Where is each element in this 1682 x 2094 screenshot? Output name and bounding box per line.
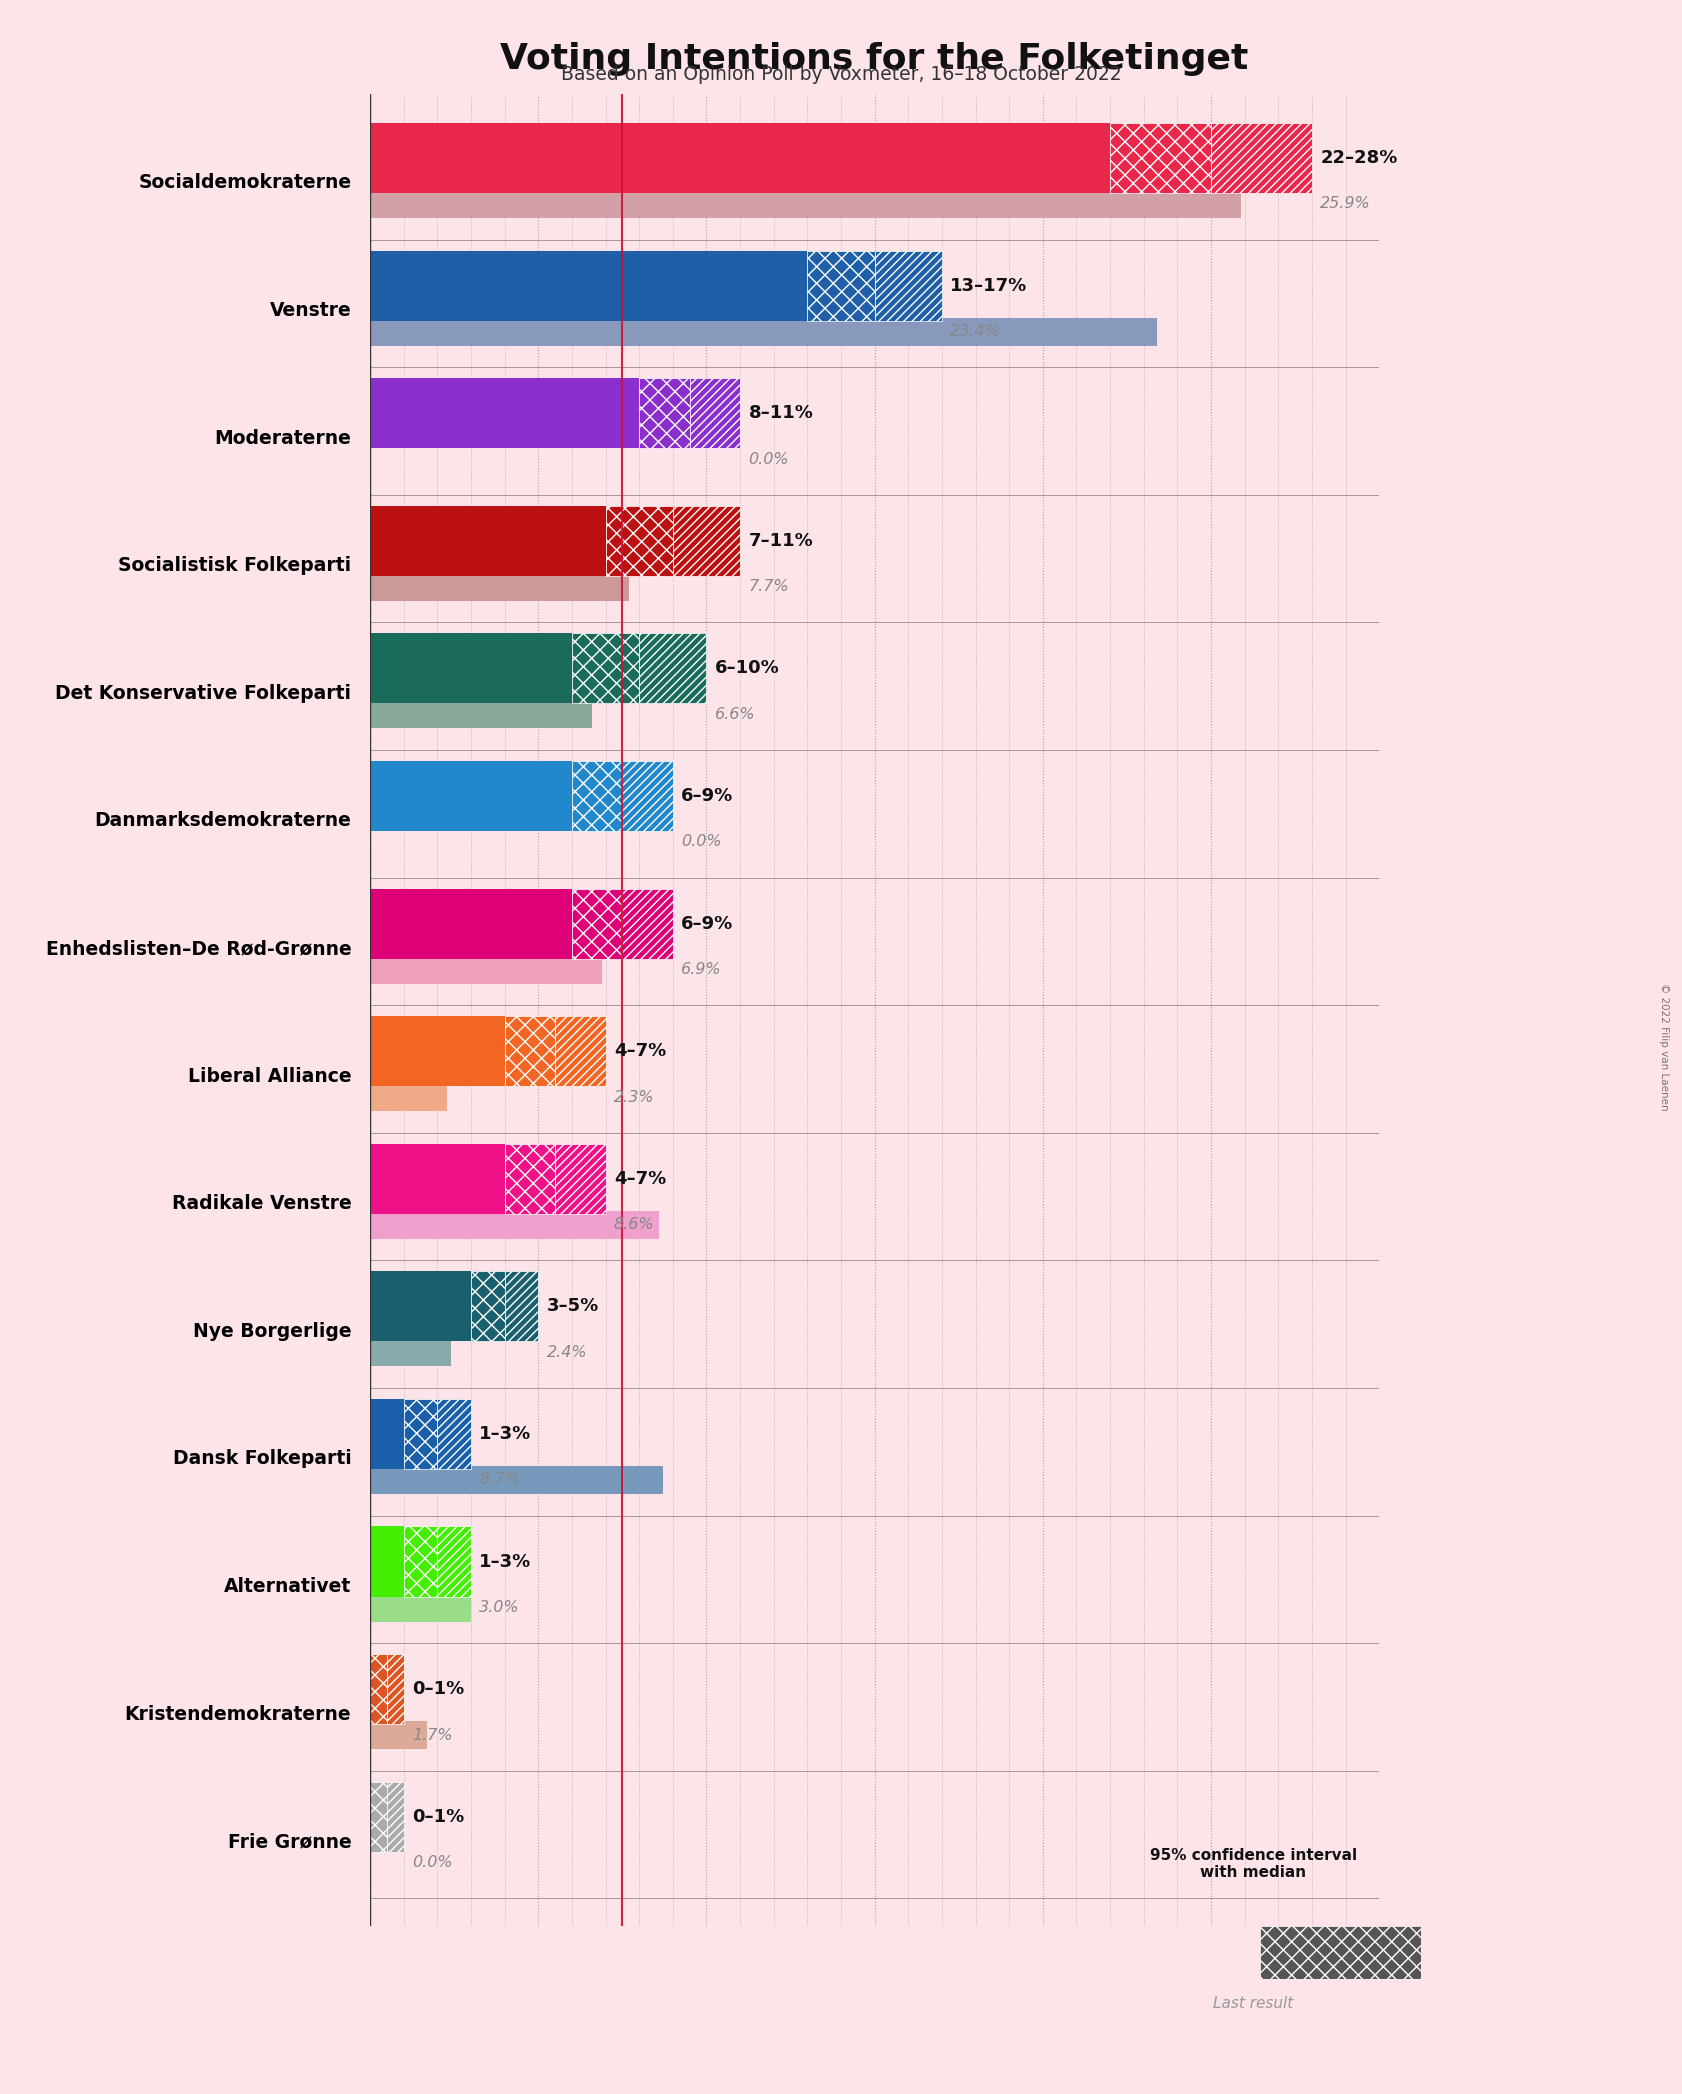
Bar <box>673 507 740 576</box>
Text: 23.4%: 23.4% <box>950 325 1001 339</box>
Bar <box>505 1016 555 1087</box>
Text: 8.6%: 8.6% <box>614 1217 654 1231</box>
Text: 1–3%: 1–3% <box>479 1426 532 1443</box>
Text: 8.7%: 8.7% <box>479 1472 520 1487</box>
Bar <box>370 1782 387 1851</box>
Bar <box>370 1210 659 1240</box>
Bar <box>505 1143 555 1215</box>
Bar <box>471 1271 505 1342</box>
Bar <box>370 699 592 729</box>
Bar <box>437 1399 471 1470</box>
Text: 3–5%: 3–5% <box>547 1298 599 1315</box>
Bar <box>370 1466 663 1493</box>
Text: 2.4%: 2.4% <box>547 1344 587 1359</box>
Text: 13–17%: 13–17% <box>950 276 1028 295</box>
Text: 95% confidence interval
with median: 95% confidence interval with median <box>1149 1849 1357 1880</box>
Bar <box>404 1527 437 1596</box>
Text: 1–3%: 1–3% <box>479 1552 532 1570</box>
Bar <box>370 1399 404 1470</box>
Text: 0.0%: 0.0% <box>412 1855 452 1870</box>
Bar <box>572 632 639 704</box>
Text: 0–1%: 0–1% <box>412 1679 464 1698</box>
Bar <box>555 1016 606 1087</box>
Bar <box>370 1083 447 1112</box>
Text: 6–9%: 6–9% <box>681 915 733 932</box>
Text: 4–7%: 4–7% <box>614 1171 666 1187</box>
Text: 6.6%: 6.6% <box>715 708 755 722</box>
Bar <box>370 632 572 704</box>
Bar <box>370 124 1110 193</box>
Text: 6–9%: 6–9% <box>681 787 733 804</box>
Text: © 2022 Filip van Laenen: © 2022 Filip van Laenen <box>1658 984 1669 1110</box>
Bar <box>370 507 606 576</box>
Bar <box>370 1143 505 1215</box>
Bar <box>370 251 807 320</box>
Text: 25.9%: 25.9% <box>1320 197 1371 211</box>
Bar <box>370 1594 471 1621</box>
Bar <box>370 379 639 448</box>
Text: 3.0%: 3.0% <box>479 1600 520 1614</box>
Text: 22–28%: 22–28% <box>1320 149 1398 168</box>
Text: 7–11%: 7–11% <box>748 532 812 551</box>
Bar <box>370 1721 427 1748</box>
Bar <box>622 888 673 959</box>
Bar <box>370 318 1157 346</box>
Bar <box>370 760 572 831</box>
Text: 7.7%: 7.7% <box>748 580 789 595</box>
Bar <box>690 379 740 448</box>
Text: Based on an Opinion Poll by Voxmeter, 16–18 October 2022: Based on an Opinion Poll by Voxmeter, 16… <box>560 65 1122 84</box>
Bar <box>505 1271 538 1342</box>
Text: 6–10%: 6–10% <box>715 660 779 676</box>
Bar <box>555 1143 606 1215</box>
Bar <box>387 1782 404 1851</box>
Bar <box>622 760 673 831</box>
Bar <box>370 1527 404 1596</box>
Bar <box>639 632 706 704</box>
Bar <box>606 507 673 576</box>
Bar <box>370 1271 471 1342</box>
Title: Voting Intentions for the Folketinget: Voting Intentions for the Folketinget <box>501 42 1248 75</box>
Text: 0–1%: 0–1% <box>412 1807 464 1826</box>
Bar <box>404 1399 437 1470</box>
Bar <box>370 888 572 959</box>
Bar <box>639 379 690 448</box>
Text: 6.9%: 6.9% <box>681 961 722 978</box>
Bar <box>370 1016 505 1087</box>
Text: 4–7%: 4–7% <box>614 1043 666 1060</box>
Bar <box>370 955 602 984</box>
Bar <box>1110 124 1211 193</box>
Bar <box>875 251 942 320</box>
Bar <box>572 760 622 831</box>
Text: 1.7%: 1.7% <box>412 1728 452 1742</box>
Bar <box>387 1654 404 1723</box>
Bar <box>370 191 1241 218</box>
Text: Last result: Last result <box>1213 1996 1293 2010</box>
Bar <box>437 1527 471 1596</box>
Bar <box>807 251 875 320</box>
Bar <box>572 888 622 959</box>
Text: 2.3%: 2.3% <box>614 1089 654 1106</box>
Bar <box>1211 124 1312 193</box>
Text: 0.0%: 0.0% <box>681 833 722 850</box>
Text: 8–11%: 8–11% <box>748 404 814 423</box>
Bar <box>370 1654 387 1723</box>
Text: 0.0%: 0.0% <box>748 452 789 467</box>
Bar <box>370 572 629 601</box>
Bar <box>370 1338 451 1367</box>
